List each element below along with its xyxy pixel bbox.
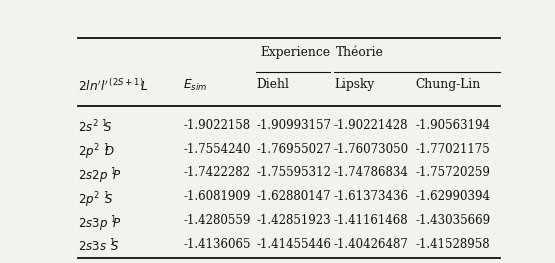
Text: -1.77021175: -1.77021175 <box>416 143 491 155</box>
Text: -1.75720259: -1.75720259 <box>416 166 491 179</box>
Text: -1.42851923: -1.42851923 <box>256 214 331 227</box>
Text: -1.43035669: -1.43035669 <box>416 214 491 227</box>
Text: Chung-Lin: Chung-Lin <box>416 78 481 91</box>
Text: -1.74786834: -1.74786834 <box>334 166 409 179</box>
Text: -1.40426487: -1.40426487 <box>334 238 409 251</box>
Text: Lipsky: Lipsky <box>334 78 374 91</box>
Text: -1.62990394: -1.62990394 <box>416 190 491 203</box>
Text: $2p^2\ ^1\!\!S$: $2p^2\ ^1\!\!S$ <box>78 190 114 210</box>
Text: -1.90993157: -1.90993157 <box>256 119 331 132</box>
Text: Experience: Experience <box>261 46 331 59</box>
Text: -1.76955027: -1.76955027 <box>256 143 331 155</box>
Text: $2ln'l'^{\,(2S+1)}\!L$: $2ln'l'^{\,(2S+1)}\!L$ <box>78 78 149 94</box>
Text: -1.7554240: -1.7554240 <box>183 143 251 155</box>
Text: $2p^2\ ^1\!\!D$: $2p^2\ ^1\!\!D$ <box>78 143 115 162</box>
Text: -1.41161468: -1.41161468 <box>334 214 408 227</box>
Text: Théorie: Théorie <box>336 46 384 59</box>
Text: -1.6081909: -1.6081909 <box>183 190 251 203</box>
Text: -1.9022158: -1.9022158 <box>183 119 250 132</box>
Text: $2s3s\ ^1\!\!S$: $2s3s\ ^1\!\!S$ <box>78 238 120 255</box>
Text: -1.41455446: -1.41455446 <box>256 238 331 251</box>
Text: -1.90221428: -1.90221428 <box>334 119 408 132</box>
Text: Diehl: Diehl <box>256 78 289 91</box>
Text: $2s2p\ ^1\!\!P$: $2s2p\ ^1\!\!P$ <box>78 166 122 186</box>
Text: -1.62880147: -1.62880147 <box>256 190 331 203</box>
Text: -1.4280559: -1.4280559 <box>183 214 251 227</box>
Text: -1.90563194: -1.90563194 <box>416 119 491 132</box>
Text: -1.4136065: -1.4136065 <box>183 238 251 251</box>
Text: $E_{sim}$: $E_{sim}$ <box>183 78 208 93</box>
Text: $2s^2\ ^1\!\!S$: $2s^2\ ^1\!\!S$ <box>78 119 113 135</box>
Text: -1.41528958: -1.41528958 <box>416 238 490 251</box>
Text: -1.75595312: -1.75595312 <box>256 166 331 179</box>
Text: -1.61373436: -1.61373436 <box>334 190 409 203</box>
Text: $2s3p\ ^1\!\!P$: $2s3p\ ^1\!\!P$ <box>78 214 122 234</box>
Text: -1.76073050: -1.76073050 <box>334 143 409 155</box>
Text: -1.7422282: -1.7422282 <box>183 166 250 179</box>
